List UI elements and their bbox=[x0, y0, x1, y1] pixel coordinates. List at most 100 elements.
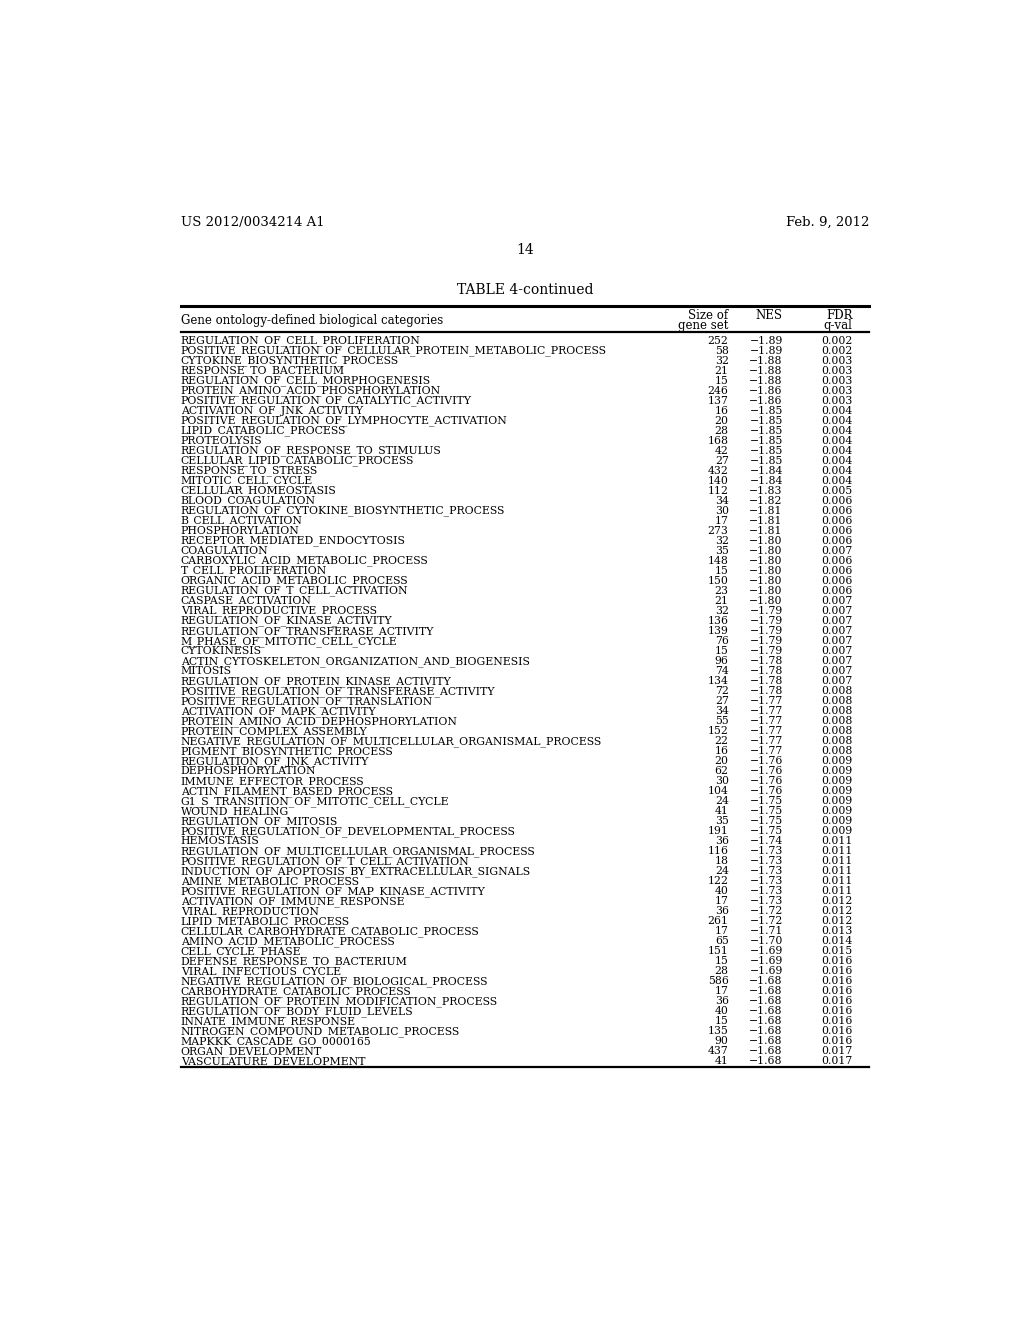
Text: 58: 58 bbox=[715, 346, 729, 355]
Text: 0.011: 0.011 bbox=[821, 886, 853, 896]
Text: −1.83: −1.83 bbox=[750, 486, 783, 495]
Text: NEGATIVE_REGULATION_OF_MULTICELLULAR_ORGANISMAL_PROCESS: NEGATIVE_REGULATION_OF_MULTICELLULAR_ORG… bbox=[180, 737, 602, 747]
Text: 0.008: 0.008 bbox=[821, 726, 853, 735]
Text: −1.71: −1.71 bbox=[750, 927, 783, 936]
Text: 24: 24 bbox=[715, 796, 729, 807]
Text: 140: 140 bbox=[708, 475, 729, 486]
Text: G1_S_TRANSITION_OF_MITOTIC_CELL_CYCLE: G1_S_TRANSITION_OF_MITOTIC_CELL_CYCLE bbox=[180, 796, 450, 807]
Text: 0.015: 0.015 bbox=[821, 946, 853, 956]
Text: LIPID_CATABOLIC_PROCESS: LIPID_CATABOLIC_PROCESS bbox=[180, 425, 346, 437]
Text: 261: 261 bbox=[708, 916, 729, 927]
Text: ORGANIC_ACID_METABOLIC_PROCESS: ORGANIC_ACID_METABOLIC_PROCESS bbox=[180, 576, 409, 586]
Text: 21: 21 bbox=[715, 595, 729, 606]
Text: 0.009: 0.009 bbox=[821, 776, 853, 785]
Text: 0.006: 0.006 bbox=[821, 506, 853, 516]
Text: 32: 32 bbox=[715, 606, 729, 615]
Text: −1.85: −1.85 bbox=[750, 416, 783, 425]
Text: PHOSPHORYLATION: PHOSPHORYLATION bbox=[180, 525, 299, 536]
Text: −1.73: −1.73 bbox=[750, 886, 783, 896]
Text: 34: 34 bbox=[715, 496, 729, 506]
Text: REGULATION_OF_T_CELL_ACTIVATION: REGULATION_OF_T_CELL_ACTIVATION bbox=[180, 586, 409, 597]
Text: 14: 14 bbox=[516, 243, 534, 257]
Text: −1.86: −1.86 bbox=[750, 385, 783, 396]
Text: ACTIVATION_OF_IMMUNE_RESPONSE: ACTIVATION_OF_IMMUNE_RESPONSE bbox=[180, 896, 404, 907]
Text: 0.016: 0.016 bbox=[821, 1026, 853, 1036]
Text: 15: 15 bbox=[715, 1016, 729, 1026]
Text: CARBOXYLIC_ACID_METABOLIC_PROCESS: CARBOXYLIC_ACID_METABOLIC_PROCESS bbox=[180, 556, 428, 566]
Text: 32: 32 bbox=[715, 355, 729, 366]
Text: −1.76: −1.76 bbox=[750, 776, 783, 785]
Text: MITOSIS: MITOSIS bbox=[180, 665, 231, 676]
Text: −1.85: −1.85 bbox=[750, 436, 783, 446]
Text: 0.016: 0.016 bbox=[821, 986, 853, 997]
Text: 15: 15 bbox=[715, 376, 729, 385]
Text: gene set: gene set bbox=[678, 319, 729, 333]
Text: −1.79: −1.79 bbox=[750, 645, 783, 656]
Text: 0.004: 0.004 bbox=[821, 436, 853, 446]
Text: −1.80: −1.80 bbox=[750, 566, 783, 576]
Text: −1.73: −1.73 bbox=[750, 857, 783, 866]
Text: −1.68: −1.68 bbox=[750, 1056, 783, 1067]
Text: CELLULAR_CARBOHYDRATE_CATABOLIC_PROCESS: CELLULAR_CARBOHYDRATE_CATABOLIC_PROCESS bbox=[180, 927, 479, 937]
Text: REGULATION_OF_MITOSIS: REGULATION_OF_MITOSIS bbox=[180, 816, 338, 826]
Text: B_CELL_ACTIVATION: B_CELL_ACTIVATION bbox=[180, 516, 302, 527]
Text: 42: 42 bbox=[715, 446, 729, 455]
Text: POSITIVE_REGULATION_OF_TRANSFERASE_ACTIVITY: POSITIVE_REGULATION_OF_TRANSFERASE_ACTIV… bbox=[180, 686, 496, 697]
Text: 0.002: 0.002 bbox=[821, 335, 853, 346]
Text: −1.74: −1.74 bbox=[750, 836, 783, 846]
Text: −1.76: −1.76 bbox=[750, 785, 783, 796]
Text: 96: 96 bbox=[715, 656, 729, 665]
Text: 0.011: 0.011 bbox=[821, 836, 853, 846]
Text: 0.016: 0.016 bbox=[821, 1016, 853, 1026]
Text: 0.004: 0.004 bbox=[821, 425, 853, 436]
Text: −1.84: −1.84 bbox=[750, 466, 783, 475]
Text: −1.79: −1.79 bbox=[750, 626, 783, 636]
Text: −1.80: −1.80 bbox=[750, 586, 783, 595]
Text: 74: 74 bbox=[715, 665, 729, 676]
Text: 15: 15 bbox=[715, 566, 729, 576]
Text: 0.007: 0.007 bbox=[821, 615, 853, 626]
Text: CYTOKINE_BIOSYNTHETIC_PROCESS: CYTOKINE_BIOSYNTHETIC_PROCESS bbox=[180, 355, 398, 366]
Text: −1.78: −1.78 bbox=[750, 686, 783, 696]
Text: 90: 90 bbox=[715, 1036, 729, 1047]
Text: 76: 76 bbox=[715, 636, 729, 645]
Text: 0.006: 0.006 bbox=[821, 496, 853, 506]
Text: 20: 20 bbox=[715, 416, 729, 425]
Text: 24: 24 bbox=[715, 866, 729, 876]
Text: −1.80: −1.80 bbox=[750, 556, 783, 566]
Text: −1.85: −1.85 bbox=[750, 405, 783, 416]
Text: 30: 30 bbox=[715, 506, 729, 516]
Text: 0.006: 0.006 bbox=[821, 516, 853, 525]
Text: −1.88: −1.88 bbox=[750, 376, 783, 385]
Text: −1.84: −1.84 bbox=[750, 475, 783, 486]
Text: ORGAN_DEVELOPMENT: ORGAN_DEVELOPMENT bbox=[180, 1047, 322, 1057]
Text: 0.007: 0.007 bbox=[821, 626, 853, 636]
Text: −1.81: −1.81 bbox=[750, 525, 783, 536]
Text: M_PHASE_OF_MITOTIC_CELL_CYCLE: M_PHASE_OF_MITOTIC_CELL_CYCLE bbox=[180, 636, 397, 647]
Text: PROTEIN_AMINO_ACID_PHOSPHORYLATION: PROTEIN_AMINO_ACID_PHOSPHORYLATION bbox=[180, 385, 440, 396]
Text: 148: 148 bbox=[708, 556, 729, 566]
Text: −1.68: −1.68 bbox=[750, 1047, 783, 1056]
Text: −1.85: −1.85 bbox=[750, 446, 783, 455]
Text: −1.76: −1.76 bbox=[750, 756, 783, 766]
Text: 0.014: 0.014 bbox=[821, 936, 853, 946]
Text: REGULATION_OF_PROTEIN_KINASE_ACTIVITY: REGULATION_OF_PROTEIN_KINASE_ACTIVITY bbox=[180, 676, 452, 686]
Text: POSITIVE_REGULATION_OF_CELLULAR_PROTEIN_METABOLIC_PROCESS: POSITIVE_REGULATION_OF_CELLULAR_PROTEIN_… bbox=[180, 346, 606, 356]
Text: CELL_CYCLE_PHASE: CELL_CYCLE_PHASE bbox=[180, 946, 301, 957]
Text: −1.72: −1.72 bbox=[750, 916, 783, 927]
Text: US 2012/0034214 A1: US 2012/0034214 A1 bbox=[180, 216, 325, 230]
Text: −1.72: −1.72 bbox=[750, 906, 783, 916]
Text: 136: 136 bbox=[708, 615, 729, 626]
Text: −1.75: −1.75 bbox=[750, 826, 783, 836]
Text: −1.78: −1.78 bbox=[750, 656, 783, 665]
Text: −1.68: −1.68 bbox=[750, 1026, 783, 1036]
Text: 0.012: 0.012 bbox=[821, 916, 853, 927]
Text: 0.004: 0.004 bbox=[821, 446, 853, 455]
Text: 139: 139 bbox=[708, 626, 729, 636]
Text: 0.016: 0.016 bbox=[821, 997, 853, 1006]
Text: 0.009: 0.009 bbox=[821, 816, 853, 826]
Text: −1.75: −1.75 bbox=[750, 807, 783, 816]
Text: 0.009: 0.009 bbox=[821, 826, 853, 836]
Text: −1.76: −1.76 bbox=[750, 766, 783, 776]
Text: −1.80: −1.80 bbox=[750, 576, 783, 586]
